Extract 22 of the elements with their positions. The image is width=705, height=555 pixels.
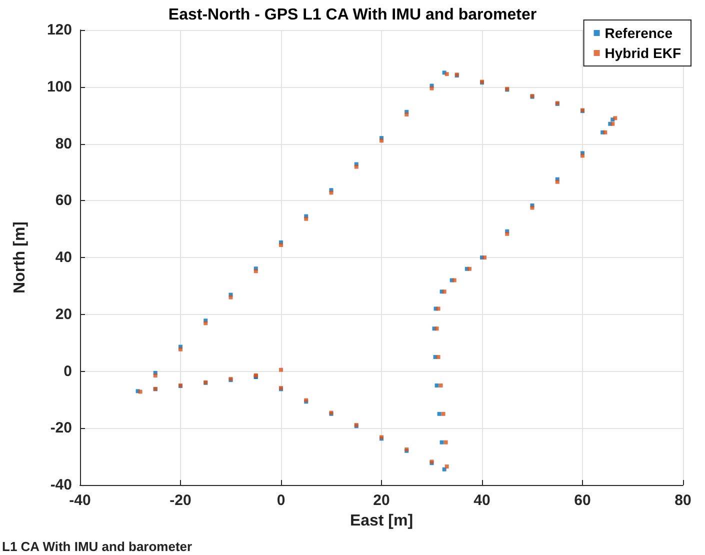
text: L1 CA With IMU and barometer [2, 539, 192, 554]
y-tick-label: 0 [64, 362, 72, 380]
chart-title: East-North - GPS L1 CA With IMU and barometer [168, 6, 537, 24]
x-tick-label: 40 [474, 492, 490, 509]
x-tick-label: 0 [276, 492, 286, 509]
y-tick-label: 40 [55, 249, 72, 266]
legend-label: Hybrid EKF [604, 45, 682, 61]
y-tick-label: 20 [55, 306, 72, 323]
y-tick-label: 60 [55, 192, 72, 210]
y-axis-title: North [m] [12, 222, 28, 294]
y-tick-label: -40 [50, 476, 72, 494]
y-tick-label: 80 [55, 135, 72, 152]
x-tick-label: 20 [373, 492, 390, 509]
x-tick-label: -40 [69, 492, 91, 509]
x-axis-title: East [m] [350, 512, 414, 530]
y-tick-label: 120 [46, 22, 72, 38]
y-tick-label: -20 [50, 420, 72, 437]
x-tick-label: -20 [170, 492, 192, 509]
x-tick-label: 80 [674, 492, 692, 509]
x-tick-label: 60 [574, 492, 591, 509]
legend-label: Reference [604, 25, 673, 41]
y-tick-label: 100 [46, 78, 72, 96]
